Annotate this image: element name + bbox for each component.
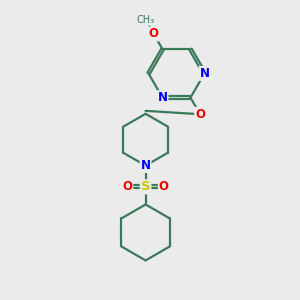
Text: O: O [195, 108, 205, 121]
Text: O: O [122, 180, 132, 193]
Text: O: O [149, 27, 159, 40]
Text: S: S [141, 180, 150, 193]
Text: N: N [200, 67, 209, 80]
Text: N: N [158, 91, 167, 104]
Text: N: N [141, 159, 151, 172]
Text: O: O [159, 180, 169, 193]
Text: CH₃: CH₃ [136, 15, 154, 25]
